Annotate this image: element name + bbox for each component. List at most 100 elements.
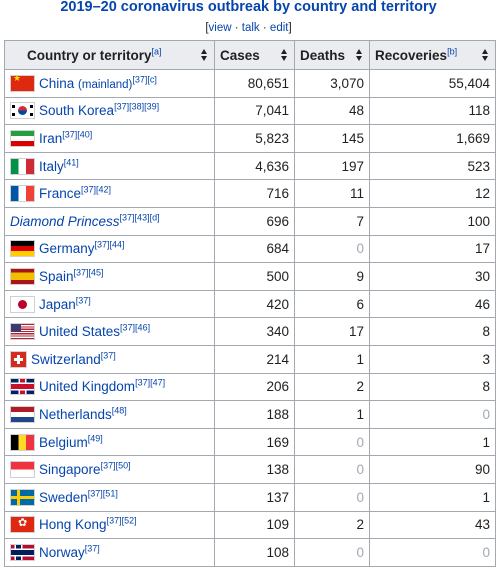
deaths-cell: 0 [294, 234, 370, 264]
reference-links[interactable]: [37][45] [73, 267, 104, 278]
column-header-deaths[interactable]: Deaths [294, 40, 370, 70]
deaths-cell: 7 [294, 206, 370, 236]
deaths-cell: 1 [294, 400, 370, 429]
reference-links[interactable]: [37][47] [135, 377, 166, 388]
reference-links[interactable]: [37][46] [120, 322, 151, 333]
country-link[interactable]: Hong Kong [39, 517, 107, 533]
spain-flag-icon [11, 268, 34, 284]
country-cell: Iran[37][40] [4, 124, 215, 153]
cases-cell: 684 [214, 234, 295, 264]
germany-flag-icon [11, 241, 34, 257]
recoveries-cell: 17 [369, 234, 496, 264]
recoveries-cell: 30 [369, 262, 496, 291]
country-cell: United Kingdom[37][47] [4, 372, 215, 402]
table-row: Switzerland[37] 214 1 3 [4, 344, 496, 374]
recoveries-cell: 0 [369, 538, 496, 567]
country-link[interactable]: Belgium [39, 434, 88, 450]
country-link[interactable]: Diamond Princess [10, 213, 120, 229]
sort-icon[interactable] [482, 49, 489, 61]
country-link[interactable]: Iran [39, 130, 63, 146]
recoveries-cell: 118 [369, 96, 496, 126]
cases-cell: 696 [214, 206, 295, 236]
column-header-country[interactable]: Country or territory[a] [4, 40, 215, 70]
sort-icon[interactable] [356, 49, 363, 61]
sort-icon[interactable] [201, 49, 208, 61]
reference-links[interactable]: [37][51] [87, 488, 118, 499]
country-link[interactable]: South Korea [39, 103, 115, 119]
usa-flag-icon [11, 324, 34, 340]
table-row: Germany[37][44] 684 0 17 [4, 234, 496, 264]
deaths-cell: 9 [294, 262, 370, 291]
cases-cell: 716 [214, 179, 295, 208]
country-link[interactable]: United Kingdom [39, 379, 136, 395]
recoveries-cell: 523 [369, 151, 496, 181]
reference-links[interactable]: [37] [100, 350, 116, 361]
reference-links[interactable]: [37][44] [94, 239, 125, 250]
recoveries-cell: 0 [369, 400, 496, 429]
reference-links[interactable]: [41] [63, 157, 79, 168]
reference-links[interactable]: [37][c] [132, 74, 157, 85]
reference-links[interactable]: [37][50] [100, 460, 131, 471]
reference-links[interactable]: [37][52] [106, 515, 137, 526]
reference-links[interactable]: [49] [87, 433, 103, 444]
country-cell: Hong Kong[37][52] [4, 510, 215, 540]
country-cell: China (mainland)[37][c] [4, 69, 215, 98]
view-link[interactable]: view [208, 22, 232, 34]
footnote-ref[interactable]: [a] [151, 46, 162, 56]
netherlands-flag-icon [11, 406, 34, 422]
country-link[interactable]: Netherlands [39, 406, 112, 422]
deaths-cell: 2 [294, 510, 370, 540]
country-link[interactable]: Japan [39, 296, 76, 312]
country-cell: Germany[37][44] [4, 234, 215, 264]
sort-icon[interactable] [281, 49, 288, 61]
korea-flag-icon [11, 103, 34, 119]
japan-flag-icon [11, 296, 34, 312]
country-cell: Netherlands[48] [4, 400, 215, 429]
deaths-cell: 3,070 [294, 69, 370, 98]
table-row: Norway[37] 108 0 0 [4, 538, 496, 567]
reference-links[interactable]: [37][43][d] [119, 212, 160, 223]
table-row: Singapore[37][50] 138 0 90 [4, 455, 496, 484]
country-link[interactable]: Norway [39, 544, 85, 560]
reference-links[interactable]: [48] [111, 405, 127, 416]
country-sub-label[interactable]: (mainland) [78, 78, 133, 91]
column-header-cases[interactable]: Cases [214, 40, 295, 70]
table-row: United States[37][46] 340 17 8 [4, 317, 496, 346]
country-cell: Norway[37] [4, 538, 215, 567]
country-link[interactable]: Switzerland [31, 351, 101, 367]
reference-links[interactable]: [37][42] [81, 184, 112, 195]
recoveries-cell: 1 [369, 482, 496, 512]
uk-flag-icon [11, 379, 34, 395]
country-link[interactable]: China [39, 75, 75, 91]
edit-link[interactable]: edit [269, 22, 289, 34]
country-link[interactable]: Italy [39, 158, 64, 174]
talk-link[interactable]: talk [241, 22, 260, 34]
country-link[interactable]: France [39, 186, 82, 202]
table-row: Italy[41] 4,636 197 523 [4, 151, 496, 181]
table-row: Japan[37] 420 6 46 [4, 289, 496, 319]
sweden-flag-icon [11, 489, 34, 505]
cases-cell: 5,823 [214, 124, 295, 153]
country-cell: United States[37][46] [4, 317, 215, 346]
reference-links[interactable]: [37] [75, 295, 91, 306]
table-row: France[37][42] 716 11 12 [4, 179, 496, 208]
country-cell: Singapore[37][50] [4, 455, 215, 484]
cases-cell: 7,041 [214, 96, 295, 126]
country-link[interactable]: United States [39, 324, 121, 340]
recoveries-cell: 8 [369, 372, 496, 402]
deaths-cell: 17 [294, 317, 370, 346]
country-link[interactable]: Spain [39, 268, 74, 284]
footnote-ref[interactable]: [b] [447, 46, 458, 56]
reference-links[interactable]: [37][38][39] [114, 101, 160, 112]
recoveries-cell: 100 [369, 206, 496, 236]
reference-links[interactable]: [37][40] [62, 129, 93, 140]
recoveries-cell: 8 [369, 317, 496, 346]
reference-links[interactable]: [37] [84, 543, 100, 554]
cases-cell: 4,636 [214, 151, 295, 181]
country-link[interactable]: Singapore [39, 462, 101, 478]
country-link[interactable]: Germany [39, 241, 95, 257]
column-header-recoveries[interactable]: Recoveries[b] [369, 40, 496, 70]
country-link[interactable]: Sweden [39, 489, 88, 505]
deaths-cell: 0 [294, 482, 370, 512]
